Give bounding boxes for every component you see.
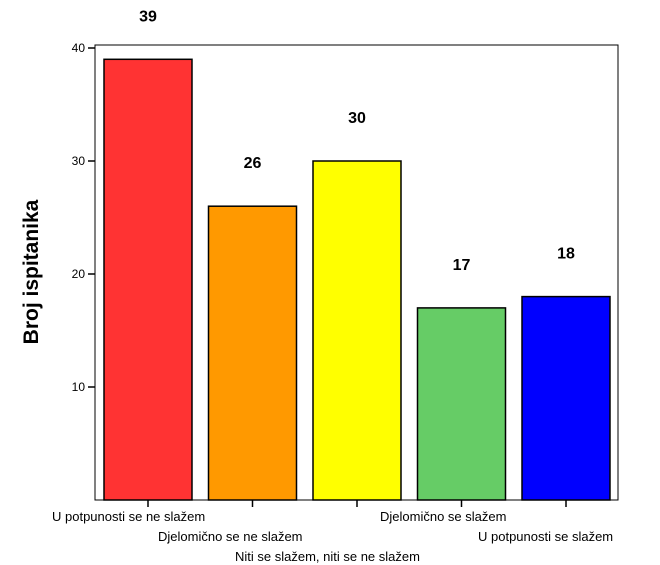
y-tick-label: 20 [72,267,86,281]
data-label: 18 [557,246,575,263]
data-label: 17 [453,257,471,274]
x-tick-label: Djelomično se slažem [380,509,506,524]
x-tick-label: U potpunosti se slažem [478,529,613,544]
data-label: 30 [348,110,366,127]
y-axis: 10 20 30 40 [72,41,95,394]
y-tick-label: 40 [72,41,86,55]
bar [521,295,611,501]
y-axis-title: Broj ispitanika [20,199,43,344]
x-axis: U potpunosti se ne slažem Djelomično se n… [52,500,613,564]
x-tick-label: U potpunosti se ne slažem [52,509,205,524]
x-tick-label: Djelomično se ne slažem [158,529,303,544]
bar [312,160,402,501]
data-label: 26 [244,155,262,172]
bar [207,205,298,501]
y-tick-label: 10 [72,380,86,394]
x-tick-label: Niti se slažem, niti se ne slažem [235,549,420,564]
bar [103,58,193,501]
y-tick-label: 30 [72,154,86,168]
bar [416,307,507,501]
data-label: 39 [139,8,157,25]
